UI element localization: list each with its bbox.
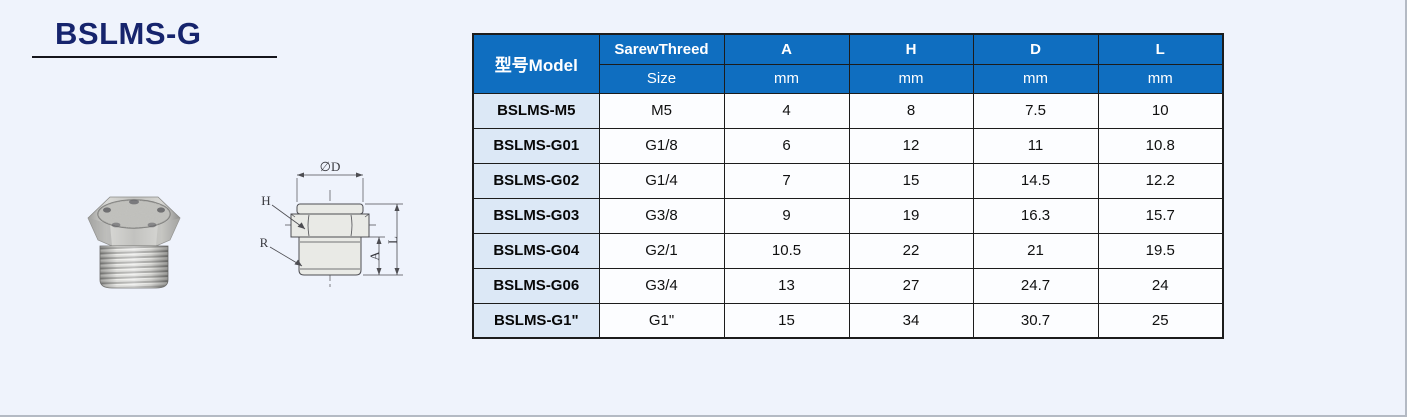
dim-label-a: A (367, 251, 382, 261)
table-row: BSLMS-G01 G1/8 6 12 11 10.8 (472, 127, 1224, 164)
value-cell: 22 (848, 232, 974, 269)
value-cell: G1/4 (598, 162, 725, 199)
unit-d: mm (972, 63, 1099, 94)
value-cell: 19.5 (1097, 232, 1224, 269)
value-cell: 10.5 (723, 232, 850, 269)
unit-h: mm (848, 63, 974, 94)
title-underline (32, 56, 277, 58)
value-cell: 19 (848, 197, 974, 234)
value-cell: 15 (848, 162, 974, 199)
value-cell: 13 (723, 267, 850, 304)
model-cell: BSLMS-G04 (472, 232, 600, 269)
dim-label-diameter: ∅D (320, 159, 341, 174)
value-cell: 6 (723, 127, 850, 164)
value-cell: 9 (723, 197, 850, 234)
table-row: BSLMS-G03 G3/8 9 19 16.3 15.7 (472, 197, 1224, 234)
dim-label-thread: R (260, 235, 269, 250)
dim-label-length: L (385, 236, 400, 244)
model-cell: BSLMS-G01 (472, 127, 600, 164)
value-cell: G3/4 (598, 267, 725, 304)
value-cell: 24 (1097, 267, 1224, 304)
value-cell: 15.7 (1097, 197, 1224, 234)
value-cell: 15 (723, 302, 850, 339)
value-cell: G1/8 (598, 127, 725, 164)
value-cell: 11 (972, 127, 1099, 164)
value-cell: G1" (598, 302, 725, 339)
model-cell: BSLMS-G06 (472, 267, 600, 304)
header-d: D (972, 33, 1099, 65)
model-cell: BSLMS-G02 (472, 162, 600, 199)
value-cell: 7.5 (972, 92, 1099, 129)
value-cell: 8 (848, 92, 974, 129)
value-cell: M5 (598, 92, 725, 129)
table-row: BSLMS-G02 G1/4 7 15 14.5 12.2 (472, 162, 1224, 199)
table-row: BSLMS-G1" G1" 15 34 30.7 25 (472, 302, 1224, 339)
value-cell: 21 (972, 232, 1099, 269)
header-thread: SarewThreed (598, 33, 725, 65)
value-cell: G3/8 (598, 197, 725, 234)
value-cell: 12.2 (1097, 162, 1224, 199)
value-cell: 12 (848, 127, 974, 164)
value-cell: 10 (1097, 92, 1224, 129)
unit-a: mm (723, 63, 850, 94)
header-model: 型号Model (472, 33, 600, 94)
unit-l: mm (1097, 63, 1224, 94)
value-cell: 24.7 (972, 267, 1099, 304)
header-row-labels: 型号Model SarewThreed A H D L (472, 33, 1224, 94)
product-photo (87, 196, 181, 289)
table-row: BSLMS-M5 M5 4 8 7.5 10 (472, 92, 1224, 129)
header-l: L (1097, 33, 1224, 65)
header-a: A (723, 33, 850, 65)
value-cell: 7 (723, 162, 850, 199)
page-title: BSLMS-G (55, 16, 202, 51)
value-cell: 30.7 (972, 302, 1099, 339)
value-cell: 16.3 (972, 197, 1099, 234)
unit-size: Size (598, 63, 725, 94)
model-cell: BSLMS-M5 (472, 92, 600, 129)
value-cell: G2/1 (598, 232, 725, 269)
value-cell: 27 (848, 267, 974, 304)
value-cell: 4 (723, 92, 850, 129)
table-row: BSLMS-G06 G3/4 13 27 24.7 24 (472, 267, 1224, 304)
value-cell: 10.8 (1097, 127, 1224, 164)
header-h: H (848, 33, 974, 65)
spec-table: 型号Model SarewThreed A H D L Size mm mm m… (472, 33, 1224, 339)
model-cell: BSLMS-G03 (472, 197, 600, 234)
technical-drawing: ∅D H R L A (260, 159, 403, 290)
value-cell: 34 (848, 302, 974, 339)
value-cell: 14.5 (972, 162, 1099, 199)
value-cell: 25 (1097, 302, 1224, 339)
model-cell: BSLMS-G1" (472, 302, 600, 339)
table-row: BSLMS-G04 G2/1 10.5 22 21 19.5 (472, 232, 1224, 269)
dim-label-hex: H (261, 193, 270, 208)
